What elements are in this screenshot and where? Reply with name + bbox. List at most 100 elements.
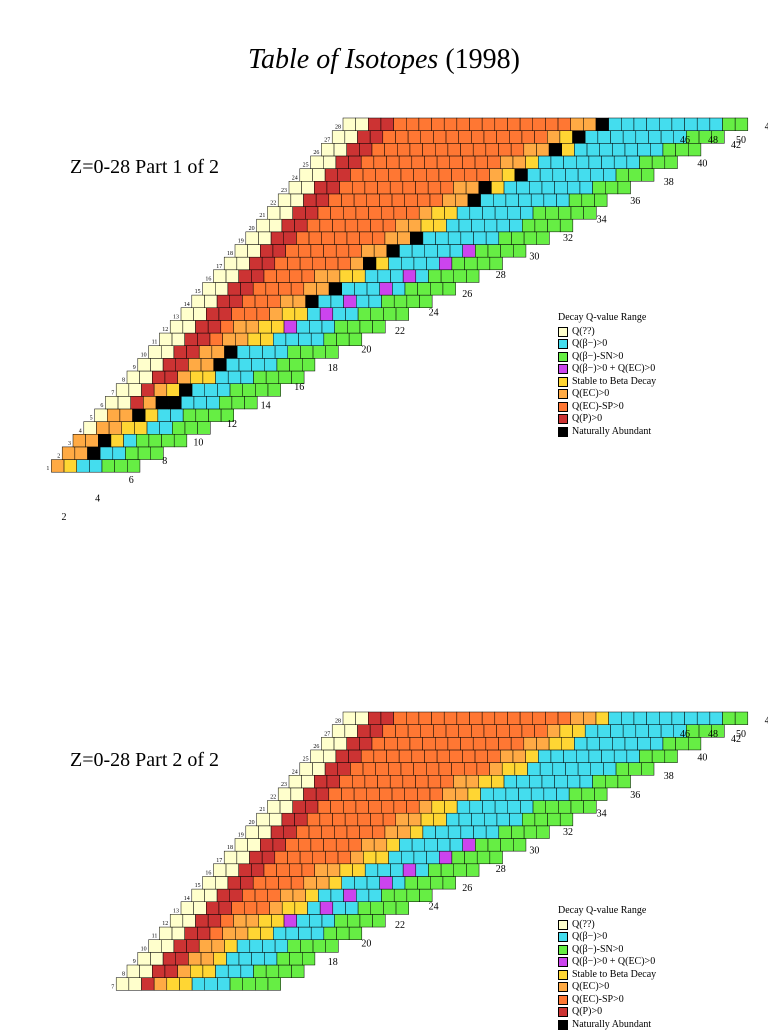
isotope-cell [219,308,232,321]
isotope-cell [555,181,568,194]
isotope-cell [414,169,427,182]
isotope-cell [185,927,198,940]
isotope-cell [387,156,400,169]
isotope-cell [215,876,228,889]
isotope-cell [304,876,317,889]
isotope-cell [360,232,373,245]
isotope-cell [239,952,252,965]
isotope-cell [323,156,336,169]
legend-swatch [558,920,568,930]
isotope-cell [255,978,268,991]
isotope-cell [609,118,622,131]
isotope-cell [416,864,429,877]
z-label: 9 [133,959,136,965]
isotope-cell [64,460,77,473]
n-label: 16 [294,382,304,393]
legend-label: Q(β−)>0 + Q(EC)>0 [572,956,655,969]
isotope-cell [490,851,503,864]
isotope-cell [621,118,634,131]
isotope-cell [232,396,245,409]
isotope-cell [401,763,414,776]
isotope-cell [410,143,423,156]
n-label: 26 [462,289,472,300]
isotope-cell [432,118,445,131]
isotope-cell [171,409,184,422]
isotope-cell [533,801,546,814]
isotope-cell [304,194,317,207]
isotope-cell [564,750,577,763]
isotope-cell [293,295,306,308]
isotope-cell [223,333,236,346]
z-label: 22 [270,795,276,801]
isotope-cell [529,775,542,788]
isotope-cell [461,143,474,156]
isotope-cell [170,320,183,333]
isotope-cell [376,763,389,776]
isotope-cell [466,270,479,283]
z-label: 13 [173,314,179,320]
legend-swatch [558,427,568,437]
n-label: 14 [261,400,271,411]
isotope-cell [259,914,272,927]
isotope-cell [450,245,463,258]
isotope-cell [383,725,396,738]
isotope-cell [289,270,302,283]
isotope-cell [524,143,537,156]
n-label: 40 [697,159,707,170]
isotope-cell [360,914,373,927]
isotope-cell [187,940,200,953]
isotope-cell [131,396,144,409]
isotope-cell [419,801,432,814]
isotope-cell [414,851,427,864]
isotope-cell [324,333,337,346]
isotope-cell [407,889,420,902]
isotope-cell [196,914,209,927]
isotope-cell [324,245,337,258]
isotope-cell [244,902,257,915]
legend-swatch [558,995,568,1005]
isotope-cell [302,181,315,194]
isotope-cell [430,282,443,295]
isotope-cell [573,725,586,738]
isotope-cell [178,965,191,978]
isotope-cell [603,763,616,776]
n-label: 12 [227,419,237,430]
isotope-cell [262,257,275,270]
n-label: 6 [129,475,134,486]
isotope-cell [73,434,86,447]
isotope-cell [258,826,271,839]
isotope-cell [482,801,495,814]
isotope-cell [183,320,196,333]
isotope-cell [337,927,350,940]
isotope-cell [165,371,178,384]
isotope-cell [509,725,522,738]
isotope-cell [230,384,243,397]
isotope-cell [380,282,393,295]
isotope-cell [462,750,475,763]
isotope-cell [309,914,322,927]
isotope-cell [385,737,398,750]
isotope-cell [345,308,358,321]
isotope-cell [181,396,194,409]
z-label: 28 [335,719,341,725]
isotope-cell [213,270,226,283]
isotope-cell [501,839,514,852]
isotope-cell [405,282,418,295]
isotope-cell [213,864,226,877]
isotope-cell [515,763,528,776]
isotope-cell [250,346,263,359]
isotope-cell [160,422,173,435]
isotope-cell [406,712,419,725]
isotope-cell [116,978,129,991]
legend-label: Q(β−)>0 [572,931,607,944]
isotope-cell [623,725,636,738]
isotope-cell [284,320,297,333]
isotope-cell [208,320,221,333]
isotope-cell [562,143,575,156]
isotope-cell [342,282,355,295]
isotope-cell [672,712,685,725]
isotope-cell [367,282,380,295]
isotope-cell [363,763,376,776]
isotope-cell [338,169,351,182]
isotope-cell [338,257,351,270]
